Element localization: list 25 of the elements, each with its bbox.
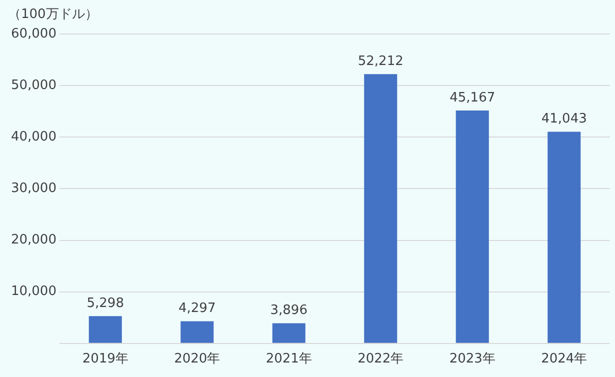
x-tick-label: 2020年 xyxy=(174,352,220,367)
data-label: 45,167 xyxy=(450,90,496,106)
y-axis-title: （100万ドル） xyxy=(8,6,98,22)
y-tick-label: 10,000 xyxy=(10,284,56,300)
x-tick-label: 2023年 xyxy=(449,352,496,367)
y-tick-label: 40,000 xyxy=(10,130,56,145)
bar xyxy=(88,316,122,343)
x-tick-label: 2024年 xyxy=(541,352,588,367)
y-tick-label: 50,000 xyxy=(10,78,56,93)
y-tick-label: 20,000 xyxy=(10,232,56,248)
bar xyxy=(456,110,489,343)
data-label: 4,297 xyxy=(178,301,216,316)
bar xyxy=(548,132,581,343)
x-tick-label: 2022年 xyxy=(358,352,404,367)
y-tick-label: 60,000 xyxy=(10,26,56,42)
data-label: 5,298 xyxy=(86,296,124,311)
bar xyxy=(364,74,398,343)
bar xyxy=(272,323,306,343)
bar xyxy=(180,321,214,343)
data-label: 3,896 xyxy=(270,303,308,318)
data-label: 41,043 xyxy=(541,112,587,127)
x-tick-label: 2019年 xyxy=(82,352,128,367)
y-tick-label: 30,000 xyxy=(10,181,56,196)
data-label: 52,212 xyxy=(358,54,404,70)
x-tick-label: 2021年 xyxy=(266,352,312,367)
